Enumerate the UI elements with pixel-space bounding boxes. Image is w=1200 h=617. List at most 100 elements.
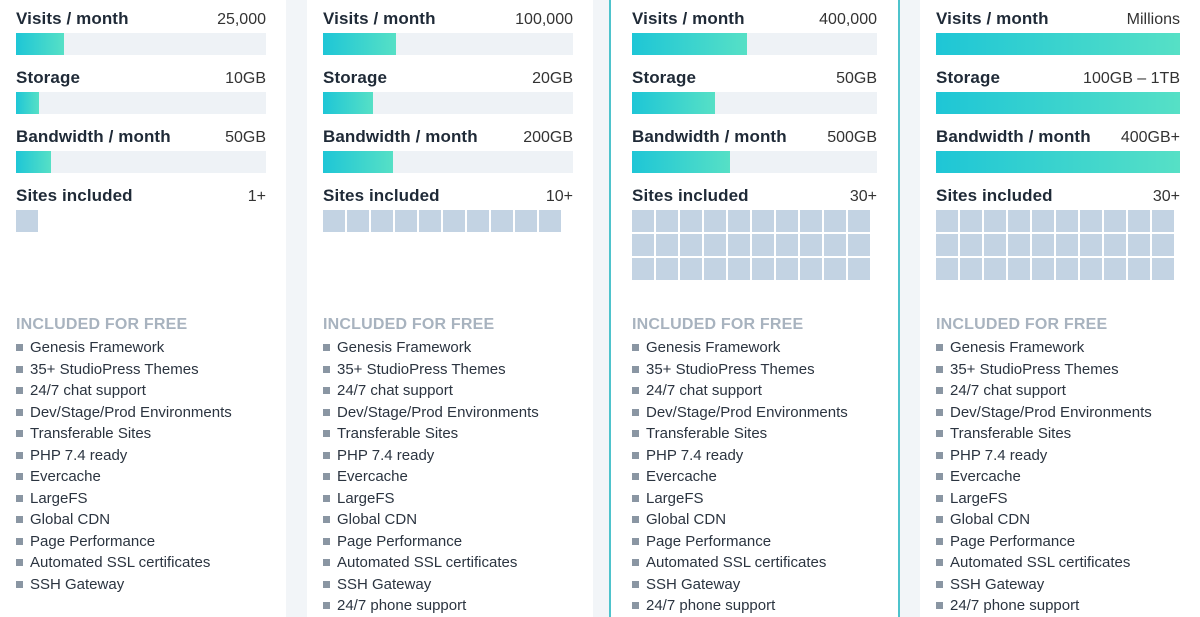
- metric-bar-track: [936, 92, 1180, 114]
- site-block: [1128, 210, 1150, 232]
- metric-value: 30+: [849, 188, 877, 205]
- feature-label: SSH Gateway: [950, 575, 1045, 593]
- feature-item: SSH Gateway: [936, 574, 1190, 596]
- bandwidth-metric: Bandwidth / month 400GB+: [936, 118, 1180, 177]
- site-block: [800, 258, 822, 280]
- included-features: INCLUDED FOR FREE Genesis Framework 35+ St…: [936, 316, 1190, 617]
- metric-bar-track: [16, 92, 266, 114]
- metric-header: Sites included 1+: [16, 177, 266, 208]
- feature-item: 24/7 chat support: [936, 380, 1190, 402]
- metric-bar-track: [632, 33, 877, 55]
- feature-label: 24/7 phone support: [950, 597, 1080, 615]
- feature-label: 24/7 phone support: [646, 597, 776, 615]
- square-bullet-icon: [323, 408, 330, 416]
- feature-item: 24/7 phone support: [323, 595, 583, 617]
- feature-item: LargeFS: [936, 488, 1190, 510]
- feature-item: Dev/Stage/Prod Environments: [936, 402, 1190, 424]
- feature-label: PHP 7.4 ready: [646, 446, 744, 464]
- site-block: [656, 234, 678, 256]
- square-bullet-icon: [632, 430, 639, 438]
- feature-label: LargeFS: [337, 489, 395, 507]
- metric-value: 10+: [545, 188, 573, 205]
- sites-metric: Sites included 30+: [632, 177, 877, 280]
- feature-label: PHP 7.4 ready: [337, 446, 435, 464]
- site-block: [1008, 210, 1030, 232]
- site-block: [1056, 258, 1078, 280]
- metric-header: Sites included 30+: [632, 177, 877, 208]
- site-block: [1152, 258, 1174, 280]
- feature-label: Transferable Sites: [646, 425, 768, 443]
- square-bullet-icon: [323, 430, 330, 438]
- feature-item: Global CDN: [632, 509, 888, 531]
- feature-label: 24/7 chat support: [337, 382, 453, 400]
- feature-label: SSH Gateway: [30, 575, 125, 593]
- metric-label: Bandwidth / month: [16, 127, 171, 146]
- metric-bar-track: [936, 33, 1180, 55]
- square-bullet-icon: [323, 344, 330, 352]
- square-bullet-icon: [936, 430, 943, 438]
- square-bullet-icon: [16, 559, 23, 567]
- site-block: [1152, 234, 1174, 256]
- metric-header: Visits / month Millions: [936, 0, 1180, 31]
- site-block: [1008, 234, 1030, 256]
- square-bullet-icon: [16, 430, 23, 438]
- square-bullet-icon: [323, 516, 330, 524]
- feature-label: Genesis Framework: [337, 339, 472, 357]
- site-block: [656, 210, 678, 232]
- metric-bar-fill: [936, 92, 1180, 114]
- site-block: [936, 234, 958, 256]
- feature-item: 35+ StudioPress Themes: [936, 359, 1190, 381]
- storage-metric: Storage 10GB: [16, 59, 266, 118]
- square-bullet-icon: [632, 408, 639, 416]
- square-bullet-icon: [632, 473, 639, 481]
- visits-metric: Visits / month 100,000: [323, 0, 573, 59]
- site-block: [752, 234, 774, 256]
- square-bullet-icon: [16, 344, 23, 352]
- feature-label: Dev/Stage/Prod Environments: [646, 403, 848, 421]
- metric-label: Bandwidth / month: [323, 127, 478, 146]
- feature-item: Automated SSL certificates: [632, 552, 888, 574]
- site-block: [1032, 258, 1054, 280]
- plan-metrics: Visits / month 100,000 Storage 20GB Bandwidt…: [323, 0, 573, 232]
- metric-header: Visits / month 100,000: [323, 0, 573, 31]
- feature-item: PHP 7.4 ready: [16, 445, 276, 467]
- metric-bar-track: [323, 151, 573, 173]
- square-bullet-icon: [323, 580, 330, 588]
- feature-item: Page Performance: [16, 531, 276, 553]
- feature-label: 35+ StudioPress Themes: [337, 360, 506, 378]
- square-bullet-icon: [16, 537, 23, 545]
- metric-label: Sites included: [632, 186, 749, 205]
- metric-value: 500GB: [827, 129, 877, 146]
- storage-metric: Storage 50GB: [632, 59, 877, 118]
- feature-item: 35+ StudioPress Themes: [323, 359, 583, 381]
- metric-value: 400,000: [819, 11, 877, 28]
- plan-column: Visits / month 400,000 Storage 50GB Bandwidt…: [609, 0, 900, 617]
- square-bullet-icon: [323, 559, 330, 567]
- metric-label: Sites included: [936, 186, 1053, 205]
- metric-value: 1+: [247, 188, 266, 205]
- feature-label: Global CDN: [646, 511, 727, 529]
- site-block: [984, 258, 1006, 280]
- metric-header: Bandwidth / month 400GB+: [936, 118, 1180, 149]
- feature-label: Page Performance: [950, 532, 1076, 550]
- feature-label: Automated SSL certificates: [950, 554, 1131, 572]
- square-bullet-icon: [632, 365, 639, 373]
- feature-item: Global CDN: [16, 509, 276, 531]
- site-block: [704, 210, 726, 232]
- site-blocks-grid: [323, 210, 563, 232]
- site-block: [467, 210, 489, 232]
- feature-item: LargeFS: [323, 488, 583, 510]
- feature-label: Evercache: [337, 468, 408, 486]
- feature-list: Genesis Framework 35+ StudioPress Themes 2…: [16, 337, 276, 595]
- feature-item: Dev/Stage/Prod Environments: [632, 402, 888, 424]
- feature-item: Global CDN: [936, 509, 1190, 531]
- metric-bar-fill: [16, 151, 51, 173]
- storage-metric: Storage 20GB: [323, 59, 573, 118]
- sites-metric: Sites included 1+: [16, 177, 266, 232]
- site-block: [1032, 210, 1054, 232]
- feature-label: Transferable Sites: [30, 425, 152, 443]
- feature-label: Automated SSL certificates: [30, 554, 211, 572]
- site-block: [1128, 258, 1150, 280]
- square-bullet-icon: [323, 537, 330, 545]
- feature-item: Page Performance: [632, 531, 888, 553]
